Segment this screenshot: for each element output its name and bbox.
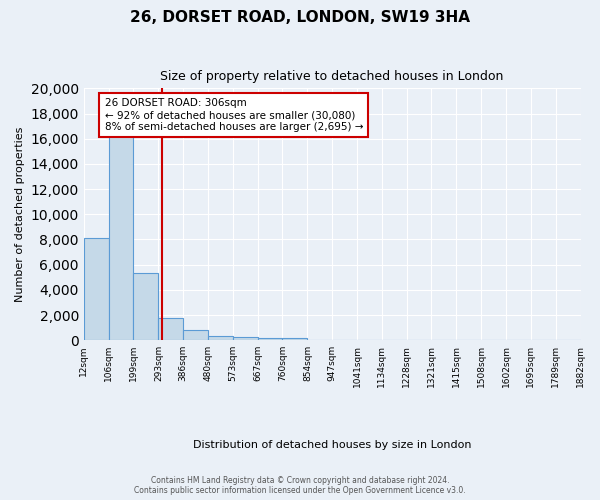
Bar [283,338,307,340]
Text: Contains HM Land Registry data © Crown copyright and database right 2024.
Contai: Contains HM Land Registry data © Crown c… [134,476,466,495]
Bar [233,337,258,340]
Y-axis label: Number of detached properties: Number of detached properties [15,126,25,302]
Bar [109,132,133,340]
Bar [208,336,233,340]
Text: 26, DORSET ROAD, LONDON, SW19 3HA: 26, DORSET ROAD, LONDON, SW19 3HA [130,10,470,25]
Title: Size of property relative to detached houses in London: Size of property relative to detached ho… [160,70,504,83]
Text: 26 DORSET ROAD: 306sqm
← 92% of detached houses are smaller (30,080)
8% of semi-: 26 DORSET ROAD: 306sqm ← 92% of detached… [104,98,363,132]
Bar [183,330,208,340]
X-axis label: Distribution of detached houses by size in London: Distribution of detached houses by size … [193,440,472,450]
Bar [258,338,283,340]
Bar [84,238,109,340]
Bar [133,274,158,340]
Bar [158,318,183,340]
